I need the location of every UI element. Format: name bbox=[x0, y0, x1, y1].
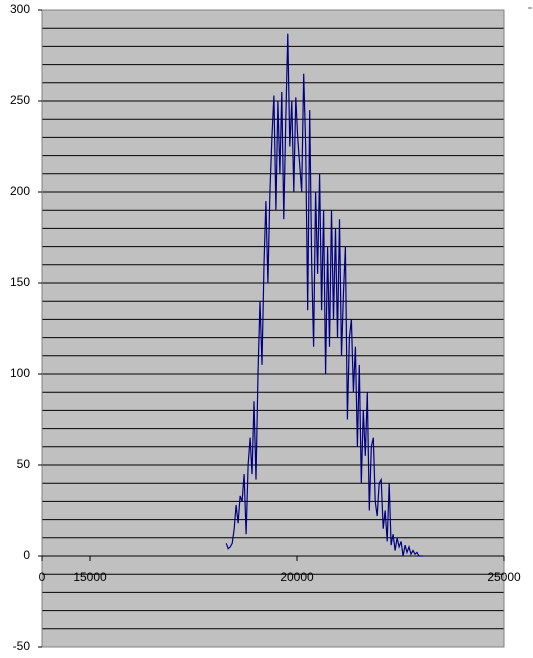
data-line bbox=[225, 33, 423, 557]
x-tick-label: 25000 bbox=[487, 570, 521, 584]
y-tick-label: 100 bbox=[10, 366, 30, 380]
plot-border bbox=[41, 9, 505, 648]
y-tick-label: 250 bbox=[10, 93, 30, 107]
y-tick-label: 200 bbox=[10, 184, 30, 198]
y-tick-label: -50 bbox=[13, 639, 31, 653]
y-tick-label: 0 bbox=[23, 548, 30, 562]
x-tick-label: 15000 bbox=[73, 570, 107, 584]
y-tick-label: 300 bbox=[10, 2, 30, 16]
x-tick-label: 0 bbox=[39, 570, 46, 584]
y-tick-label: 150 bbox=[10, 275, 30, 289]
x-tick-label: 20000 bbox=[280, 570, 314, 584]
y-tick-label: 50 bbox=[17, 457, 31, 471]
